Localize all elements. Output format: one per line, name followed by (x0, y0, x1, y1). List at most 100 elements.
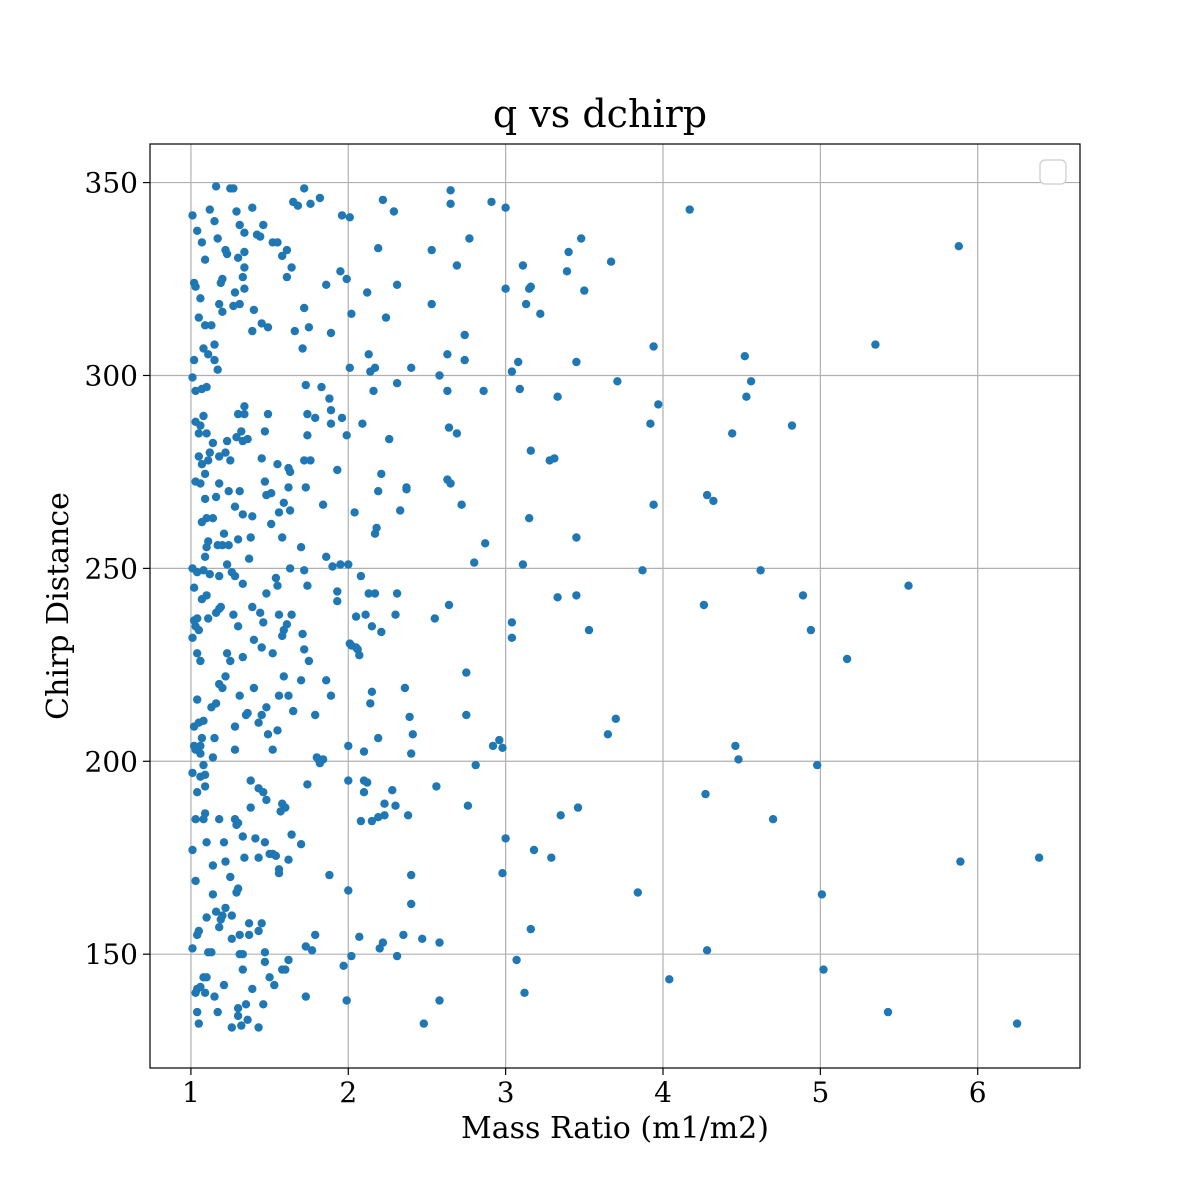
data-point (222, 649, 232, 658)
data-point (296, 543, 306, 552)
data-point (200, 321, 210, 330)
data-point (188, 845, 197, 855)
data-point (230, 571, 240, 581)
data-point (301, 380, 310, 390)
data-point (218, 541, 227, 550)
data-point (202, 591, 211, 600)
data-point (232, 433, 241, 442)
data-point (211, 492, 221, 502)
data-point (215, 815, 224, 824)
data-point (806, 625, 816, 635)
data-point (572, 357, 581, 367)
data-point (219, 529, 229, 538)
data-point (347, 951, 356, 961)
data-point (430, 614, 439, 623)
data-point (227, 911, 236, 920)
data-point (221, 245, 230, 255)
data-point (197, 733, 207, 743)
data-point (230, 722, 240, 731)
data-point (270, 980, 279, 990)
data-point (221, 903, 230, 913)
data-point (248, 602, 257, 612)
data-point (274, 869, 284, 878)
x-tick-label: 6 (969, 1076, 987, 1109)
data-point (259, 788, 268, 797)
data-point (380, 799, 389, 808)
data-point (191, 282, 200, 291)
data-point (498, 869, 507, 878)
data-point (193, 1007, 202, 1017)
data-point (337, 211, 347, 220)
data-point (284, 691, 293, 700)
data-point (285, 564, 295, 573)
data-point (296, 840, 306, 849)
data-point (374, 487, 383, 496)
data-point (200, 494, 210, 504)
data-point (572, 591, 581, 600)
data-point (229, 610, 238, 619)
data-point (205, 205, 214, 214)
data-point (427, 245, 436, 255)
data-point (364, 589, 373, 598)
data-point (444, 423, 454, 432)
data-point (230, 745, 240, 754)
data-point (218, 911, 227, 920)
data-point (197, 238, 207, 247)
data-point (580, 286, 589, 295)
data-point (202, 514, 211, 523)
data-point (446, 199, 455, 208)
data-point (521, 299, 531, 309)
data-point (356, 571, 366, 581)
data-point (260, 957, 270, 967)
data-point (518, 261, 528, 270)
data-point (318, 755, 328, 764)
data-point (460, 355, 469, 365)
data-point (638, 566, 647, 575)
y-tick-label: 150 (85, 938, 138, 971)
data-point (358, 419, 367, 428)
data-point (191, 386, 200, 396)
data-point (325, 394, 334, 403)
data-point (246, 803, 255, 812)
data-point (301, 483, 310, 492)
data-point (257, 454, 266, 463)
data-point (520, 988, 529, 997)
data-point (260, 948, 270, 957)
data-point (254, 926, 263, 936)
data-point (210, 217, 219, 226)
data-point (241, 1000, 251, 1009)
data-point (435, 996, 444, 1005)
data-point (344, 741, 353, 751)
data-point (367, 622, 377, 631)
data-point (248, 512, 257, 521)
data-point (317, 382, 326, 392)
data-point (265, 973, 274, 982)
x-tick-label: 4 (654, 1076, 672, 1109)
data-point (427, 299, 436, 309)
data-point (611, 714, 620, 723)
data-point (550, 454, 559, 463)
data-point (273, 581, 282, 590)
data-point (300, 303, 309, 313)
data-point (224, 541, 233, 550)
data-point (274, 691, 284, 700)
data-point (191, 815, 200, 824)
data-point (418, 934, 427, 943)
data-point (326, 406, 336, 415)
data-point (399, 930, 408, 940)
data-point (222, 560, 232, 569)
data-point (213, 1007, 222, 1017)
data-point (326, 328, 336, 338)
data-point (289, 706, 298, 716)
data-point (446, 479, 455, 488)
data-point (249, 305, 259, 315)
data-point (240, 402, 249, 411)
data-point (606, 257, 616, 266)
data-point (284, 855, 293, 864)
data-point (572, 533, 581, 542)
data-point (240, 263, 249, 272)
data-point (207, 321, 216, 330)
data-point (457, 500, 466, 509)
data-point (518, 560, 528, 569)
data-point (419, 1019, 428, 1028)
